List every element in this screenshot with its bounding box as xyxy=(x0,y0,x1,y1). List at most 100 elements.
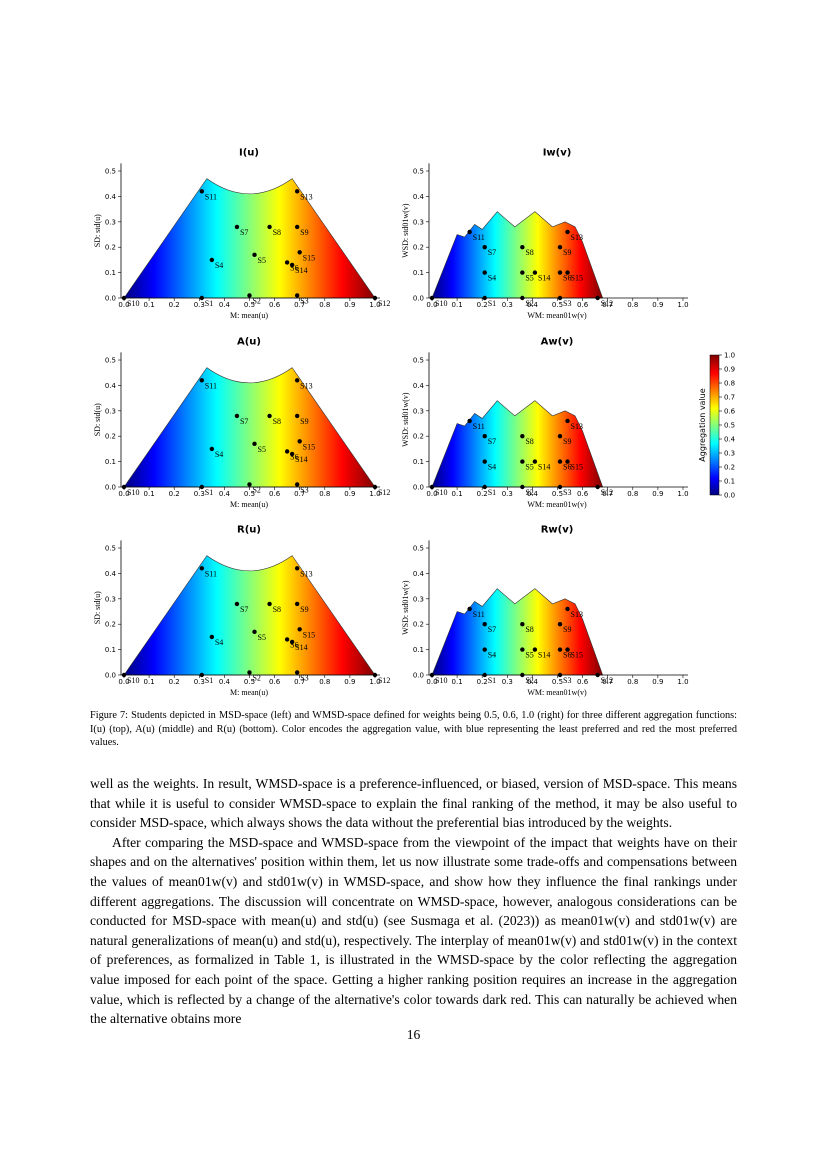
student-point xyxy=(520,622,525,627)
x-axis-label: M: mean(u) xyxy=(230,688,268,697)
y-tick-label: 0.5 xyxy=(413,168,424,176)
student-point xyxy=(557,484,563,490)
point-label: S13 xyxy=(571,422,583,431)
y-tick-label: 0.5 xyxy=(413,545,424,553)
y-tick-label: 0.0 xyxy=(413,484,424,492)
x-tick-label: 0.2 xyxy=(477,678,488,686)
point-label: S12 xyxy=(601,299,613,308)
student-point xyxy=(121,672,127,678)
colorbar-tick-label: 0.0 xyxy=(724,492,735,500)
student-point xyxy=(520,434,525,439)
student-point xyxy=(595,295,600,301)
student-point xyxy=(520,484,525,490)
student-point xyxy=(252,441,257,447)
colorbar xyxy=(709,354,720,496)
y-tick-label: 0.4 xyxy=(413,193,425,201)
point-label: S5 xyxy=(525,651,533,660)
x-tick-label: 0.3 xyxy=(502,301,513,309)
point-label: S9 xyxy=(300,228,308,237)
x-tick-label: 0.9 xyxy=(652,490,663,498)
student-point xyxy=(252,629,257,635)
student-point xyxy=(429,672,435,678)
point-label: S15 xyxy=(571,463,583,472)
point-label: S5 xyxy=(258,633,266,642)
x-tick-label: 0.3 xyxy=(194,678,205,686)
student-point xyxy=(209,446,215,452)
student-point xyxy=(557,434,563,439)
x-tick-label: 0.5 xyxy=(552,301,563,309)
student-point xyxy=(557,245,563,250)
student-point xyxy=(234,224,240,230)
point-label: S10 xyxy=(127,676,139,685)
x-tick-label: 0.2 xyxy=(477,301,488,309)
space-region xyxy=(431,588,604,676)
x-tick-label: 0.1 xyxy=(452,301,463,309)
y-axis-label: SD: std(u) xyxy=(93,591,102,624)
x-tick-label: 0.5 xyxy=(244,301,255,309)
x-tick-label: 0.1 xyxy=(144,678,155,686)
point-label: S13 xyxy=(571,610,583,619)
student-point xyxy=(289,262,295,268)
student-point xyxy=(199,484,205,490)
point-label: S9 xyxy=(563,437,571,446)
y-tick-label: 0.2 xyxy=(105,244,116,252)
point-label: S6 xyxy=(290,452,298,461)
point-label: S1 xyxy=(205,488,213,497)
y-tick-label: 0.3 xyxy=(105,218,116,226)
student-point xyxy=(520,270,525,275)
colorbar-label: Aggregation value xyxy=(698,388,707,461)
point-label: S14 xyxy=(295,643,307,652)
point-label: S7 xyxy=(488,248,496,257)
x-tick-label: 0.2 xyxy=(477,490,488,498)
student-point xyxy=(482,622,487,627)
x-tick-label: 0.6 xyxy=(577,678,589,686)
y-axis-label: WSD: std01w(v) xyxy=(401,392,410,447)
x-tick-label: 0.8 xyxy=(627,490,638,498)
x-tick-label: 0.6 xyxy=(269,678,281,686)
y-tick-label: 0.4 xyxy=(413,382,425,390)
student-point xyxy=(557,672,563,678)
student-point xyxy=(532,647,538,652)
point-label: S12 xyxy=(601,676,613,685)
point-label: S11 xyxy=(473,233,485,242)
student-point xyxy=(429,484,435,490)
student-point xyxy=(482,295,487,301)
student-point xyxy=(557,270,563,275)
x-tick-label: 0.9 xyxy=(652,301,663,309)
x-tick-label: 0.0 xyxy=(426,490,437,498)
student-point xyxy=(297,250,302,255)
y-tick-label: 0.4 xyxy=(413,570,425,578)
panel-title: A(u) xyxy=(237,336,261,347)
point-label: S8 xyxy=(273,417,281,426)
student-point xyxy=(294,566,300,571)
student-point xyxy=(595,484,600,490)
panel-title: R(u) xyxy=(237,524,261,535)
x-tick-label: 1.0 xyxy=(677,678,688,686)
y-axis-label: SD: std(u) xyxy=(93,214,102,247)
point-label: S7 xyxy=(240,417,248,426)
colorbar-tick-label: 0.5 xyxy=(724,422,735,430)
point-label: S11 xyxy=(205,381,217,390)
student-point xyxy=(520,647,525,652)
point-label: S15 xyxy=(571,651,583,660)
x-tick-label: 0.9 xyxy=(344,678,355,686)
x-tick-label: 0.1 xyxy=(144,301,155,309)
y-tick-label: 0.0 xyxy=(413,295,424,303)
student-point xyxy=(297,627,302,632)
student-point xyxy=(294,189,300,194)
x-tick-label: 0.1 xyxy=(144,490,155,498)
x-tick-label: 0.8 xyxy=(627,678,638,686)
point-label: S9 xyxy=(300,605,308,614)
y-tick-label: 0.3 xyxy=(105,595,116,603)
point-label: S2 xyxy=(525,299,533,308)
x-tick-label: 0.8 xyxy=(627,301,638,309)
student-point xyxy=(429,295,435,301)
student-point xyxy=(289,639,295,645)
student-point xyxy=(372,672,378,678)
point-label: S3 xyxy=(563,676,571,685)
point-label: S11 xyxy=(473,610,485,619)
space-region xyxy=(123,178,376,299)
student-point xyxy=(565,229,570,235)
y-tick-label: 0.4 xyxy=(105,193,117,201)
x-tick-label: 0.0 xyxy=(118,678,129,686)
